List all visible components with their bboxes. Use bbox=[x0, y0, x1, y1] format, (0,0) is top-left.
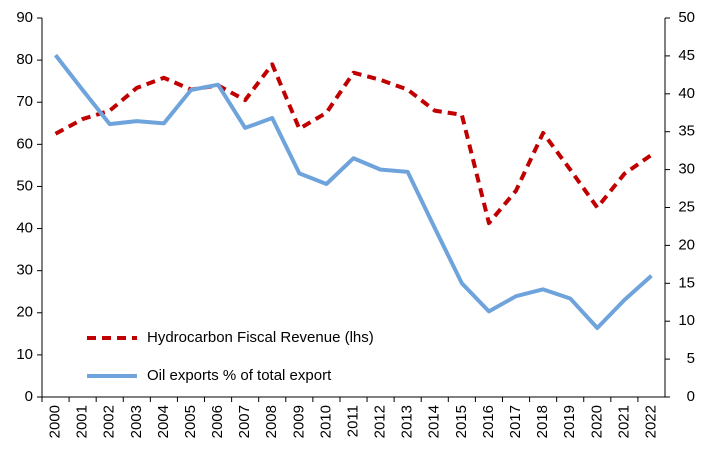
y-tick-label: 70 bbox=[16, 93, 33, 110]
x-tick-label: 2000 bbox=[47, 405, 64, 438]
x-tick-label: 2006 bbox=[209, 405, 226, 438]
x-tick-label: 2010 bbox=[317, 405, 334, 438]
x-tick-label: 2022 bbox=[642, 405, 659, 438]
y2-tick-label: 45 bbox=[678, 47, 695, 64]
y-tick-label: 90 bbox=[16, 9, 33, 26]
x-tick-label: 2003 bbox=[128, 405, 145, 438]
y2-tick-label: 30 bbox=[678, 161, 695, 178]
y-tick-label: 20 bbox=[16, 304, 33, 321]
y-tick-label: 50 bbox=[16, 177, 33, 194]
x-tick-label: 2013 bbox=[399, 405, 416, 438]
x-tick-label: 2004 bbox=[155, 405, 172, 438]
y2-tick-label: 15 bbox=[678, 274, 695, 291]
x-tick-label: 2007 bbox=[236, 405, 253, 438]
x-tick-label: 2014 bbox=[426, 405, 443, 438]
x-tick-label: 2005 bbox=[182, 405, 199, 438]
x-tick-label: 2012 bbox=[372, 405, 389, 438]
y2-tick-label: 5 bbox=[687, 350, 695, 367]
legend-label: Oil exports % of total export bbox=[147, 367, 332, 384]
x-tick-label: 2008 bbox=[263, 405, 280, 438]
y2-tick-label: 35 bbox=[678, 123, 695, 140]
y-tick-label: 80 bbox=[16, 51, 33, 68]
y2-tick-label: 50 bbox=[678, 9, 695, 26]
y2-tick-label: 10 bbox=[678, 312, 695, 329]
x-tick-label: 2001 bbox=[74, 405, 91, 438]
y-tick-label: 30 bbox=[16, 262, 33, 279]
legend-label: Hydrocarbon Fiscal Revenue (lhs) bbox=[147, 329, 374, 346]
x-tick-label: 2011 bbox=[344, 405, 361, 437]
y-tick-label: 10 bbox=[16, 346, 33, 363]
y2-tick-label: 20 bbox=[678, 236, 695, 253]
x-tick-label: 2019 bbox=[561, 405, 578, 438]
x-tick-label: 2002 bbox=[101, 405, 118, 438]
y-tick-label: 60 bbox=[16, 135, 33, 152]
x-tick-label: 2018 bbox=[534, 405, 551, 438]
y-tick-label: 40 bbox=[16, 220, 33, 237]
y2-tick-label: 25 bbox=[678, 198, 695, 215]
x-tick-label: 2021 bbox=[615, 405, 632, 438]
series-line bbox=[54, 62, 653, 226]
x-tick-label: 2009 bbox=[290, 405, 307, 438]
series-line bbox=[53, 53, 653, 331]
x-tick-label: 2020 bbox=[588, 405, 605, 438]
x-tick-label: 2016 bbox=[480, 405, 497, 438]
x-tick-label: 2017 bbox=[507, 405, 524, 438]
y-tick-label: 0 bbox=[25, 388, 33, 405]
y2-tick-label: 40 bbox=[678, 85, 695, 102]
x-tick-label: 2015 bbox=[453, 405, 470, 438]
y2-tick-label: 0 bbox=[687, 388, 695, 405]
